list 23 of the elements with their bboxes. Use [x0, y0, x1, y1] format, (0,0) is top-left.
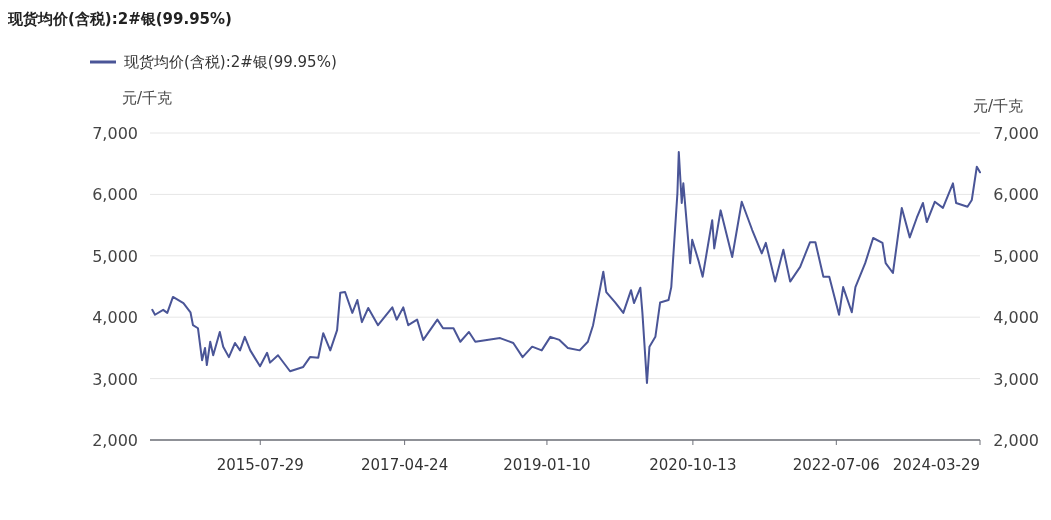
x-tick-label: 2022-07-06	[792, 456, 880, 474]
legend-label: 现货均价(含税):2#银(99.95%)	[124, 53, 337, 71]
y-tick-label: 2,000	[92, 431, 138, 450]
y2-tick-label: 4,000	[993, 308, 1039, 328]
x-tick-label: 2020-10-13	[649, 456, 737, 474]
y-tick-label: 4,000	[92, 308, 138, 328]
y2-tick-label: 3,000	[993, 369, 1039, 389]
y-tick-label: 6,000	[92, 185, 138, 205]
y2-tick-label: 2,000	[993, 431, 1039, 450]
x-tick-label: 2017-04-24	[361, 456, 449, 474]
line-series	[151, 151, 981, 384]
y2-tick-label: 6,000	[993, 185, 1039, 205]
y2-tick-label: 5,000	[993, 246, 1039, 266]
y-tick-label: 7,000	[92, 124, 138, 143]
x-tick-label: 2015-07-29	[216, 456, 304, 474]
y-tick-label: 3,000	[92, 369, 138, 389]
y-tick-label: 5,000	[92, 246, 138, 266]
y-axis-title: 元/千克	[122, 89, 173, 107]
y2-axis-title: 元/千克	[973, 97, 1024, 115]
x-tick-label: 2024-03-29	[892, 456, 980, 474]
x-tick-label: 2019-01-10	[503, 456, 591, 474]
y2-tick-label: 7,000	[993, 124, 1039, 143]
chart-title: 现货均价(含税):2#银(99.95%)	[7, 10, 232, 28]
